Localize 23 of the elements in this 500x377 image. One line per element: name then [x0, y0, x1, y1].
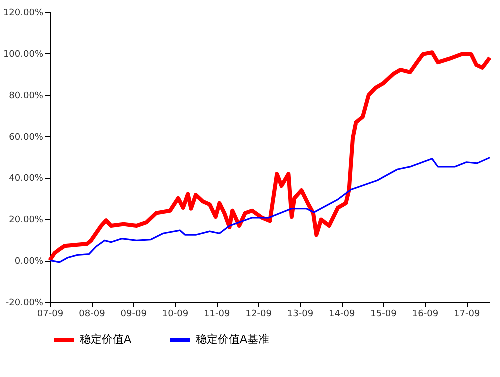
y-tick-label: 100.00%	[3, 50, 44, 60]
y-tick-label: 20.00%	[9, 216, 44, 226]
x-tick-label: 08-09	[79, 310, 106, 320]
line-series	[49, 157, 491, 264]
x-tick-label: 15-09	[370, 310, 398, 320]
x-tick-label: 11-09	[204, 310, 230, 320]
x-tick-label: 10-09	[162, 310, 189, 320]
y-tick-label: 120.00%	[3, 8, 44, 18]
x-tick-label: 16-09	[412, 310, 439, 320]
x-tick-label: 12-09	[246, 310, 272, 320]
x-tick-label: 17-09	[454, 310, 480, 320]
x-tick-label: 07-09	[37, 310, 64, 320]
x-tick-label: 13-09	[287, 310, 314, 320]
legend-label: 稳定价值A	[80, 333, 132, 346]
legend-label: 稳定价值A基准	[196, 333, 270, 346]
y-tick-label: 80.00%	[9, 91, 44, 102]
line-series	[48, 50, 492, 263]
x-tick-label: 14-09	[329, 310, 356, 320]
y-tick-label: 40.00%	[9, 174, 44, 184]
y-tick-label: 0.00%	[14, 257, 44, 268]
y-tick-label: -20.00%	[6, 298, 44, 308]
y-tick-label: 60.00%	[9, 132, 44, 143]
x-tick-label: 09-09	[120, 310, 148, 320]
